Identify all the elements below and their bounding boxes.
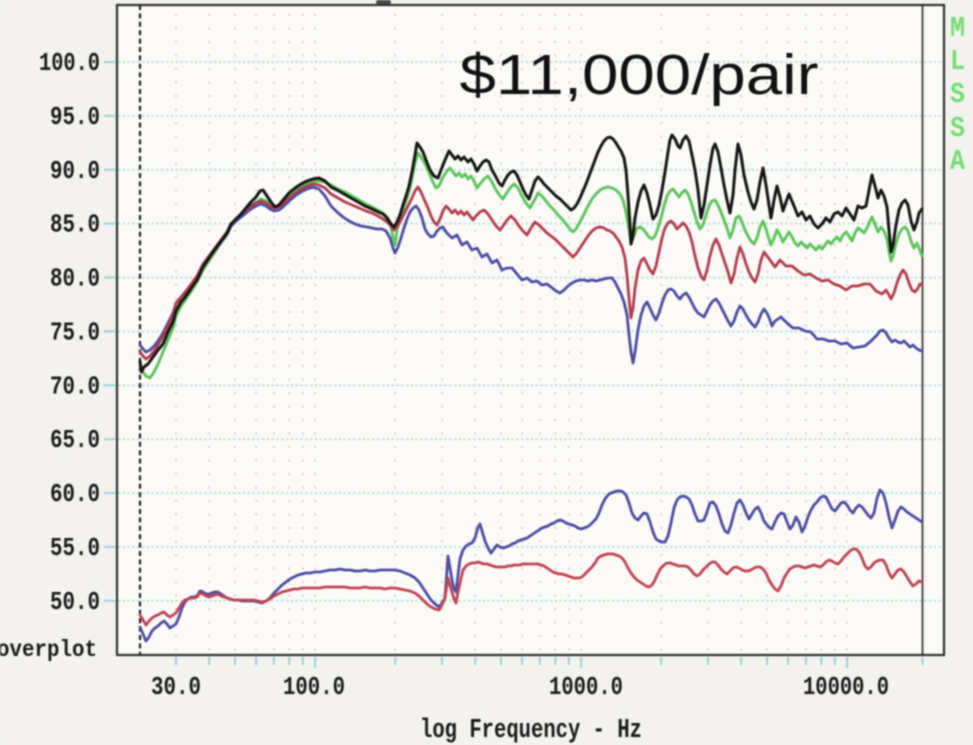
svg-text:log Frequency - Hz: log Frequency - Hz: [420, 716, 642, 745]
svg-text:L: L: [950, 45, 965, 78]
svg-text:75.0: 75.0: [50, 317, 100, 347]
svg-text:100.0: 100.0: [39, 48, 100, 78]
svg-text:95.0: 95.0: [50, 102, 100, 132]
svg-text:10000.0: 10000.0: [803, 672, 889, 702]
svg-text:55.0: 55.0: [50, 533, 100, 563]
svg-text:A: A: [950, 145, 966, 178]
svg-text:1000.0: 1000.0: [549, 672, 623, 702]
svg-text:overplot: overplot: [0, 637, 97, 663]
svg-text:70.0: 70.0: [50, 371, 100, 401]
svg-text:M: M: [950, 12, 965, 45]
svg-text:90.0: 90.0: [50, 156, 100, 186]
svg-text:65.0: 65.0: [50, 425, 100, 455]
svg-text:85.0: 85.0: [50, 210, 100, 240]
svg-text:30.0: 30.0: [151, 672, 201, 702]
svg-text:80.0: 80.0: [50, 264, 100, 294]
svg-text:50.0: 50.0: [50, 587, 100, 617]
svg-text:$11,000/pair: $11,000/pair: [460, 43, 819, 107]
svg-text:S: S: [950, 78, 965, 111]
svg-text:60.0: 60.0: [50, 479, 100, 509]
svg-text:100.0: 100.0: [283, 672, 345, 702]
svg-text:S: S: [950, 112, 965, 145]
